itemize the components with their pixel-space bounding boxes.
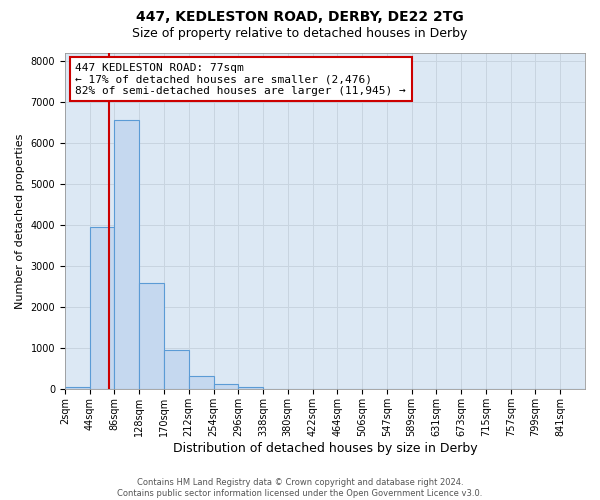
Text: Size of property relative to detached houses in Derby: Size of property relative to detached ho… bbox=[133, 28, 467, 40]
Text: 447 KEDLESTON ROAD: 77sqm
← 17% of detached houses are smaller (2,476)
82% of se: 447 KEDLESTON ROAD: 77sqm ← 17% of detac… bbox=[76, 62, 406, 96]
Bar bbox=[115, 120, 139, 390]
Text: 447, KEDLESTON ROAD, DERBY, DE22 2TG: 447, KEDLESTON ROAD, DERBY, DE22 2TG bbox=[136, 10, 464, 24]
Text: Contains HM Land Registry data © Crown copyright and database right 2024.
Contai: Contains HM Land Registry data © Crown c… bbox=[118, 478, 482, 498]
Bar bbox=[214, 384, 238, 390]
Bar bbox=[189, 376, 214, 390]
Bar bbox=[164, 350, 189, 390]
Bar bbox=[263, 388, 288, 390]
Bar bbox=[238, 388, 263, 390]
Bar bbox=[139, 282, 164, 390]
X-axis label: Distribution of detached houses by size in Derby: Distribution of detached houses by size … bbox=[173, 442, 477, 455]
Bar bbox=[89, 227, 115, 390]
Bar bbox=[65, 388, 89, 390]
Y-axis label: Number of detached properties: Number of detached properties bbox=[15, 133, 25, 308]
